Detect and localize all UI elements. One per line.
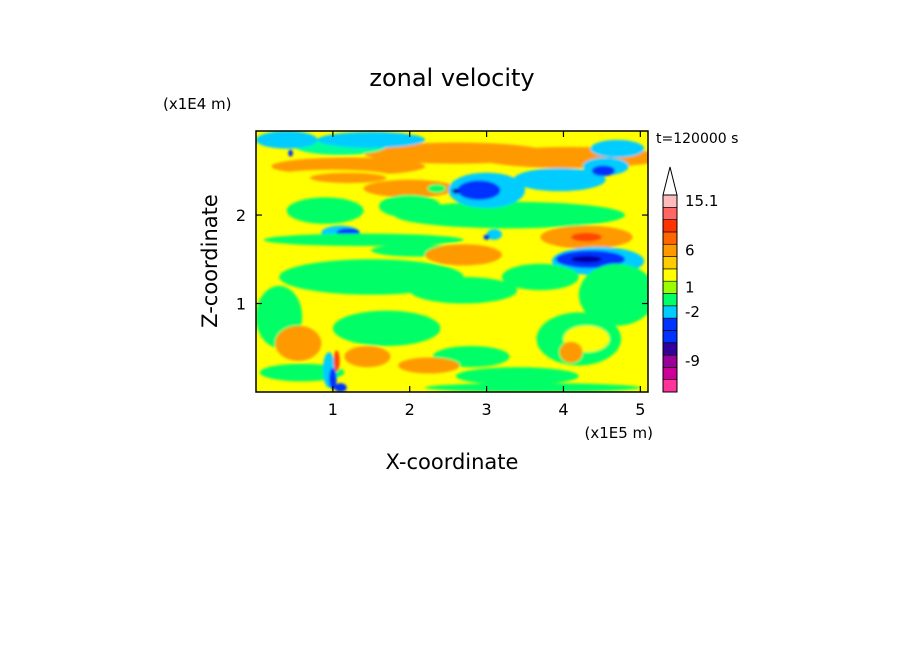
colorbar-bin-12 [662,231,678,245]
contour-region-43 [344,345,391,368]
y-axis: 12 [236,206,648,314]
contour-region-10 [363,179,456,198]
colorbar-bin-5 [662,317,678,331]
contour-region-13 [427,184,446,193]
contour-region-38 [332,310,441,346]
contour-region-27 [425,244,502,266]
colorbar-bin-14 [662,207,678,220]
colorbar-bin-0 [662,379,678,393]
contour-region-25 [263,233,464,247]
colorbar-bin-6 [662,305,678,319]
colorbar-extension-arrow [662,166,678,196]
colorbar-bin-2 [662,354,678,368]
y-tick-label: 1 [236,295,246,314]
contour-region-6 [590,139,645,158]
colorbar-label: -2 [685,303,700,321]
x-tick-label: 4 [558,400,568,419]
x-axis: 1 2 3 4 5 [328,131,645,419]
contour-region-24 [483,234,490,240]
colorbar-label: 6 [685,241,695,259]
x-axis-label: X-coordinate [386,450,519,474]
colorbar-bin-9 [662,268,678,282]
contour-region-7 [288,149,293,157]
contour-region-4 [256,131,318,149]
colorbar-bin-7 [662,293,678,307]
time-label: t=120000 s [656,131,738,147]
contour-region-18 [513,168,606,192]
contour-region-16 [457,180,501,201]
contour-region-17 [452,188,460,194]
contour-region-32 [571,255,602,263]
colorbar-bin-13 [662,219,678,233]
contour-region-11 [286,197,364,224]
contour-region-14 [394,201,625,229]
contour-region-50 [329,368,337,390]
contour-region-23 [486,229,502,240]
y-scale-label: (x1E4 m) [163,95,232,113]
colorbar-frame [662,194,678,393]
contour-region-20 [591,165,615,177]
contour-region-36 [578,263,648,326]
contour-fields [256,131,648,392]
contour-region-47 [455,367,579,385]
contour-region-52 [334,383,347,392]
colorbar: -9 -2 1 6 15.1 [662,166,718,393]
colorbar-bin-11 [662,243,678,257]
colorbar-bin-4 [662,330,678,344]
y-axis-label: Z-coordinate [198,194,222,328]
colorbar-bin-8 [662,280,678,294]
contour-region-35 [501,263,579,291]
colorbar-label: 15.1 [685,192,718,210]
contour-region-9 [309,172,387,184]
colorbar-label: -9 [685,352,700,370]
plot-area [255,130,649,393]
x-tick-label: 3 [481,400,491,419]
colorbar-bin-15 [662,194,678,208]
contour-region-48 [425,383,641,392]
colorbar-bin-1 [662,367,678,380]
contour-region-34 [409,276,518,304]
plot-frame [255,130,649,393]
x-tick-label: 2 [405,400,415,419]
colorbar-bin-10 [662,256,678,270]
colorbar-bin-3 [662,342,678,356]
x-tick-label: 5 [635,400,645,419]
colorbar-label: 1 [685,278,695,296]
x-scale-label: (x1E5 m) [584,424,653,442]
contour-region-51 [333,350,340,372]
chart-title: zonal velocity [369,64,534,92]
contour-region-45 [398,357,460,374]
contour-region-5 [317,131,426,148]
x-tick-label: 1 [328,400,338,419]
contour-region-42 [275,325,322,362]
contour-region-29 [571,232,602,242]
contour-region-41 [559,341,583,363]
y-tick-label: 2 [236,206,246,225]
